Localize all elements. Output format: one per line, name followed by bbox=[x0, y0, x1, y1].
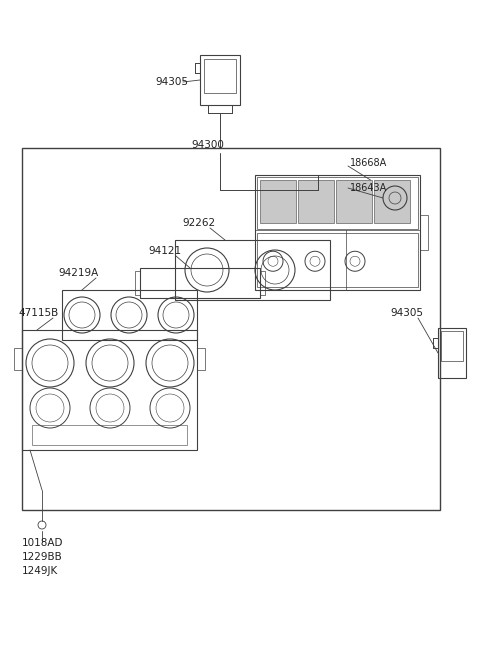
Text: 18643A: 18643A bbox=[350, 183, 387, 193]
Text: 94219A: 94219A bbox=[58, 268, 98, 278]
Bar bbox=[438, 328, 466, 378]
Text: 18668A: 18668A bbox=[350, 158, 387, 168]
Bar bbox=[204, 59, 236, 93]
Text: 94300: 94300 bbox=[192, 140, 225, 150]
Text: 94305: 94305 bbox=[390, 308, 423, 318]
Text: 1249JK: 1249JK bbox=[22, 566, 58, 576]
Bar bbox=[14, 348, 22, 370]
Text: 94121: 94121 bbox=[148, 246, 181, 256]
Bar bbox=[420, 215, 428, 250]
Text: 94305: 94305 bbox=[155, 77, 188, 87]
Bar bbox=[32, 425, 187, 445]
Text: 92262: 92262 bbox=[182, 218, 215, 228]
Bar bbox=[255, 175, 420, 290]
Bar bbox=[374, 180, 410, 223]
Bar bbox=[175, 240, 330, 300]
Text: 47115B: 47115B bbox=[18, 308, 58, 318]
Bar bbox=[336, 180, 372, 223]
Text: 1229BB: 1229BB bbox=[22, 552, 63, 562]
Bar bbox=[200, 55, 240, 105]
Text: 1018AD: 1018AD bbox=[22, 538, 63, 548]
Bar bbox=[22, 330, 197, 450]
Bar bbox=[197, 348, 205, 370]
Bar bbox=[22, 148, 440, 510]
Bar bbox=[257, 233, 418, 286]
Bar bbox=[135, 271, 140, 295]
Bar bbox=[62, 290, 197, 340]
Bar bbox=[257, 177, 418, 229]
Bar bbox=[260, 180, 296, 223]
Bar bbox=[260, 271, 265, 295]
Bar bbox=[298, 180, 334, 223]
Bar bbox=[140, 268, 260, 298]
Bar bbox=[441, 331, 463, 361]
